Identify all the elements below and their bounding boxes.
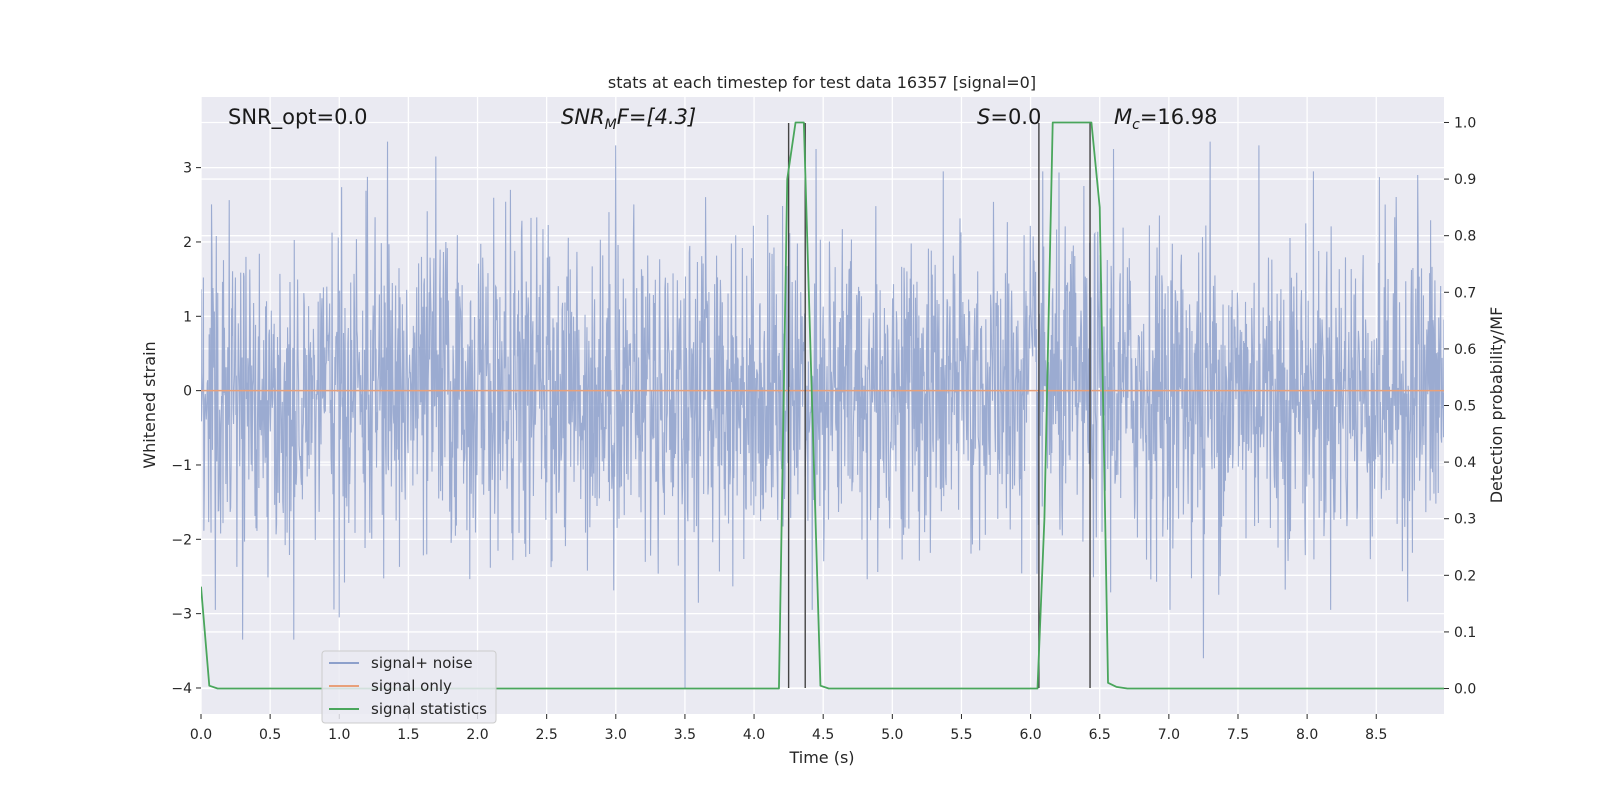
y2-tick-label-5: 0.5 (1454, 399, 1476, 415)
annotation-snr-mf-symbol: SNR (561, 105, 605, 129)
x-tick-label-15: 7.5 (1227, 727, 1249, 743)
annotation-s: S=0.0 (977, 105, 1041, 129)
annotation-mc: Mc=16.98 (1114, 105, 1218, 133)
x-axis-label: Time (s) (788, 748, 854, 767)
y2-tick-label-4: 0.6 (1454, 342, 1476, 358)
legend-label-signal-noise: signal+ noise (371, 654, 473, 672)
x-tick-label-9: 4.5 (812, 727, 834, 743)
legend: signal+ noise signal only signal statist… (321, 650, 497, 724)
y-tick-label-0: 3 (183, 161, 192, 177)
y2-tick-label-9: 0.1 (1454, 625, 1476, 641)
annotation-s-value: =0.0 (990, 105, 1041, 129)
x-tick-label-8: 4.0 (743, 727, 765, 743)
series-signal-noise (201, 141, 1444, 688)
y2-tick-label-6: 0.4 (1454, 455, 1476, 471)
annotation-snr-opt: SNR_opt=0.0 (228, 105, 368, 130)
x-tick-label-7: 3.5 (674, 727, 696, 743)
signal-statistics-line (201, 121, 1444, 690)
x-tick-label-10: 5.0 (881, 727, 903, 743)
y-tick-label-5: −2 (171, 532, 192, 548)
y2-tick-label-10: 0.0 (1454, 682, 1476, 698)
annotation-mc-symbol: M (1114, 105, 1132, 129)
x-tick-label-6: 3.0 (605, 727, 627, 743)
x-tick-label-4: 2.0 (466, 727, 488, 743)
x-tick-label-2: 1.0 (328, 727, 350, 743)
chart-title: stats at each timestep for test data 163… (608, 73, 1036, 92)
x-tick-label-0: 0.0 (190, 727, 212, 743)
x-tick-label-12: 6.0 (1019, 727, 1041, 743)
annotation-s-symbol: S (977, 105, 990, 129)
y2-tick-label-7: 0.3 (1454, 512, 1476, 528)
y-tick-label-2: 1 (183, 309, 192, 325)
series-signal-statistics (201, 121, 1444, 690)
y2-tick-label-3: 0.7 (1454, 285, 1476, 301)
legend-label-signal-only: signal only (371, 677, 452, 695)
annotation-mc-value: =16.98 (1140, 105, 1218, 129)
axis-ticks: 0.0 0.5 1.0 1.5 2.0 2.5 3.0 3.5 4.0 4.5 5.0 5.5 6.0 6… (171, 115, 1476, 743)
y2-tick-label-1: 0.9 (1454, 172, 1476, 188)
y2-tick-label-0: 1.0 (1454, 115, 1476, 131)
x-tick-label-1: 0.5 (259, 727, 281, 743)
x-tick-label-13: 6.5 (1089, 727, 1111, 743)
x-tick-label-11: 5.5 (950, 727, 972, 743)
y-tick-label-1: 2 (183, 235, 192, 251)
noise-line (201, 141, 1444, 688)
annotation-snr-mf-value: F=[4.3] (617, 105, 696, 129)
y-tick-label-4: −1 (171, 458, 192, 474)
x-tick-label-5: 2.5 (536, 727, 558, 743)
x-tick-label-16: 8.0 (1296, 727, 1318, 743)
y-tick-label-6: −3 (171, 607, 192, 623)
y-tick-label-7: −4 (171, 681, 192, 697)
y-axis-label: Whitened strain (140, 341, 159, 468)
x-tick-label-17: 8.5 (1365, 727, 1387, 743)
vertical-markers (787, 123, 1091, 688)
y2-tick-label-2: 0.8 (1454, 229, 1476, 245)
annotation-mc-subscript: c (1132, 117, 1140, 133)
y-tick-label-3: 0 (183, 384, 192, 400)
x-tick-label-14: 7.0 (1158, 727, 1180, 743)
y2-axis-label: Detection probability/MF (1487, 307, 1506, 504)
legend-label-signal-statistics: signal statistics (371, 700, 487, 718)
annotation-snr-mf: SNRMF=[4.3] (561, 105, 696, 133)
annotation-snr-mf-subscript: M (605, 117, 617, 133)
x-tick-label-3: 1.5 (397, 727, 419, 743)
y2-tick-label-8: 0.2 (1454, 568, 1476, 584)
legend-box (321, 650, 497, 724)
